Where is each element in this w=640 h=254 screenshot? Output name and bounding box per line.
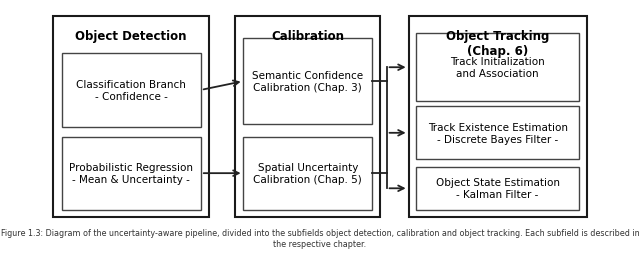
Text: Probabilistic Regression
- Mean & Uncertainty -: Probabilistic Regression - Mean & Uncert… (69, 163, 193, 184)
Bar (416, 34, 579, 102)
Bar (61, 54, 201, 127)
Text: Calibration: Calibration (271, 30, 344, 43)
Text: Object Detection: Object Detection (76, 30, 187, 43)
Text: Object State Estimation
- Kalman Filter -: Object State Estimation - Kalman Filter … (436, 178, 559, 199)
Text: Track Initialization
and Association: Track Initialization and Association (450, 57, 545, 79)
Text: Object Tracking
(Chap. 6): Object Tracking (Chap. 6) (446, 30, 549, 58)
Bar (61, 137, 201, 210)
Bar (408, 17, 587, 217)
Bar (243, 39, 372, 124)
Bar (53, 17, 209, 217)
Bar (416, 167, 579, 210)
Text: Classification Branch
- Confidence -: Classification Branch - Confidence - (76, 80, 186, 101)
Bar (416, 107, 579, 160)
Text: Figure 1.3: Diagram of the uncertainty-aware pipeline, divided into the subfield: Figure 1.3: Diagram of the uncertainty-a… (1, 228, 639, 248)
Text: Semantic Confidence
Calibration (Chap. 3): Semantic Confidence Calibration (Chap. 3… (252, 71, 364, 92)
Bar (236, 17, 380, 217)
Text: Spatial Uncertainty
Calibration (Chap. 5): Spatial Uncertainty Calibration (Chap. 5… (253, 163, 362, 184)
Text: Track Existence Estimation
- Discrete Bayes Filter -: Track Existence Estimation - Discrete Ba… (428, 122, 568, 144)
Bar (243, 137, 372, 210)
